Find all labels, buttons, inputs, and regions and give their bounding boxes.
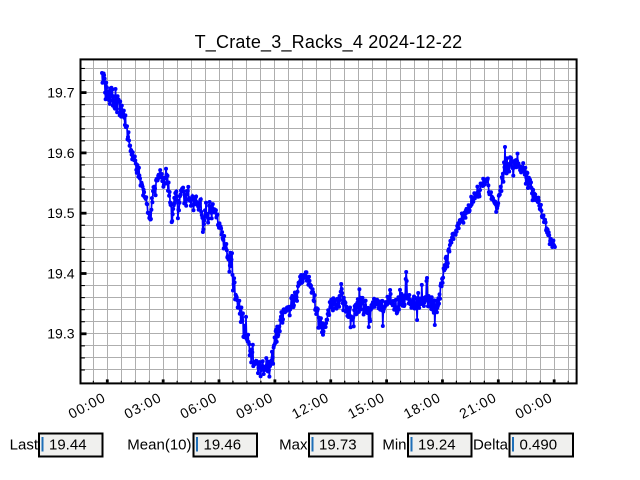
svg-text:19.24: 19.24 — [418, 437, 456, 454]
svg-text:Delta: Delta — [473, 437, 509, 454]
svg-text:19.4: 19.4 — [47, 265, 74, 281]
svg-text:Min: Min — [382, 437, 406, 454]
svg-text:19.6: 19.6 — [47, 145, 74, 161]
svg-text:Max: Max — [279, 437, 308, 454]
svg-text:19.44: 19.44 — [49, 437, 87, 454]
svg-text:19.3: 19.3 — [47, 326, 74, 342]
svg-text:Mean(10): Mean(10) — [127, 437, 191, 454]
svg-text:19.7: 19.7 — [47, 85, 74, 101]
svg-text:19.46: 19.46 — [204, 437, 242, 454]
svg-text:19.73: 19.73 — [319, 437, 357, 454]
svg-text:19.5: 19.5 — [47, 205, 74, 221]
svg-text:0.490: 0.490 — [520, 437, 558, 454]
svg-text:Last: Last — [10, 437, 39, 454]
svg-text:T_Crate_3_Racks_4 2024-12-22: T_Crate_3_Racks_4 2024-12-22 — [195, 32, 463, 53]
